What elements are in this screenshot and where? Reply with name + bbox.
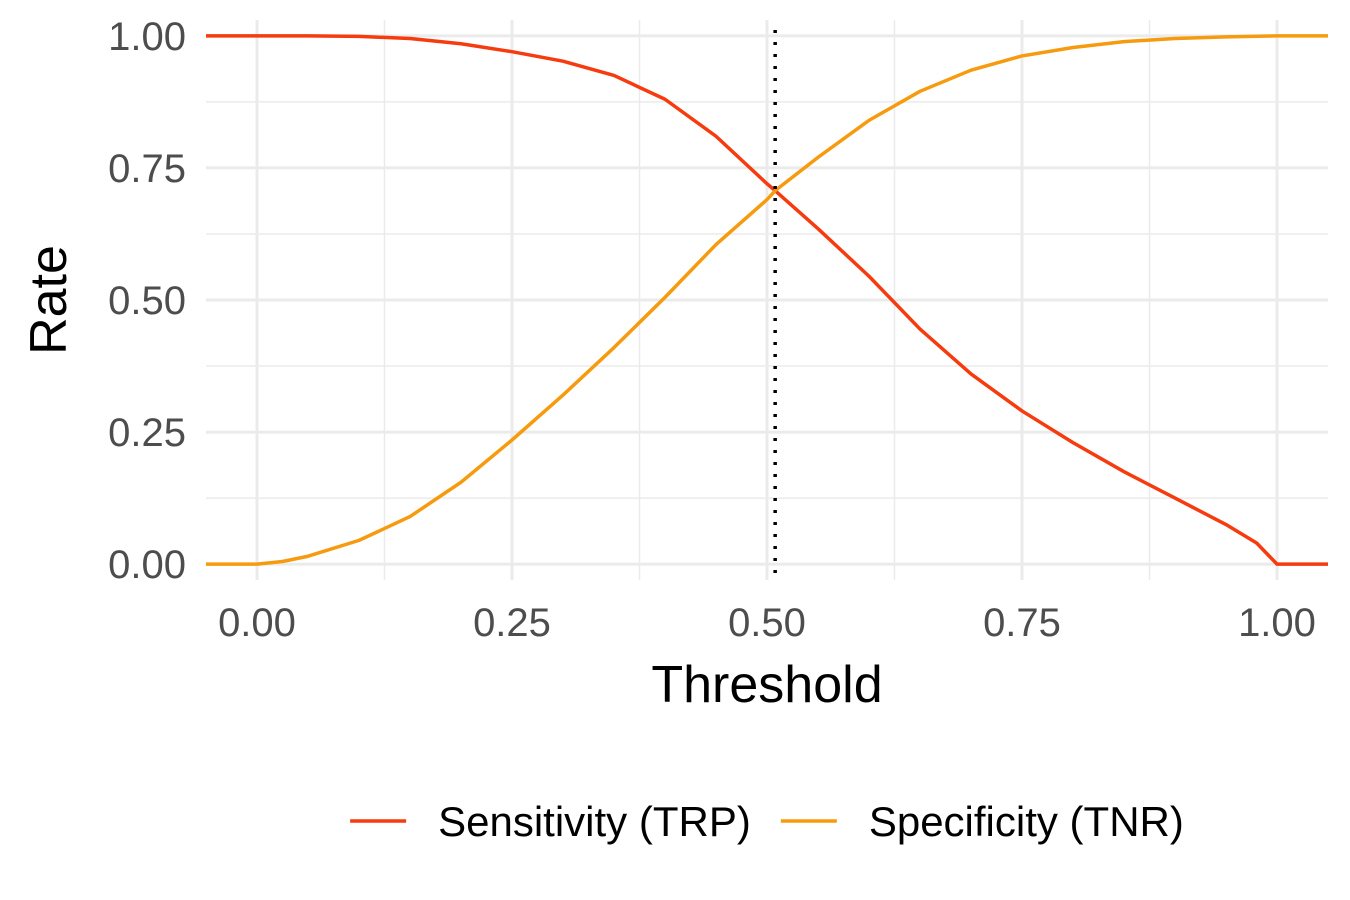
y-tick-label: 0.75 [108, 147, 186, 191]
x-tick-label: 1.00 [1238, 601, 1316, 645]
series-line-specificity [206, 34, 1328, 566]
legend-label: Specificity (TNR) [869, 798, 1184, 845]
y-tick-label: 0.00 [108, 543, 186, 587]
y-tick-label: 0.25 [108, 411, 186, 455]
legend-item-sensitivity: Sensitivity (TRP) [350, 798, 751, 845]
x-tick-label: 0.50 [728, 601, 806, 645]
x-tick-label: 0.75 [983, 601, 1061, 645]
y-tick-label: 1.00 [108, 15, 186, 59]
legend-item-specificity: Specificity (TNR) [780, 798, 1184, 845]
series-lines [206, 34, 1328, 566]
legend: Sensitivity (TRP) Specificity (TNR) [350, 798, 1184, 845]
y-tick-label: 0.50 [108, 279, 186, 323]
major-gridlines [206, 20, 1328, 580]
x-tick-label: 0.00 [218, 601, 296, 645]
x-axis-tick-labels: 0.00 0.25 0.50 0.75 1.00 [218, 601, 1316, 645]
legend-label: Sensitivity (TRP) [438, 798, 751, 845]
x-tick-label: 0.25 [473, 601, 551, 645]
y-axis-tick-labels: 0.00 0.25 0.50 0.75 1.00 [108, 15, 186, 587]
y-axis-title: Rate [20, 245, 78, 355]
x-axis-title: Threshold [651, 656, 882, 714]
